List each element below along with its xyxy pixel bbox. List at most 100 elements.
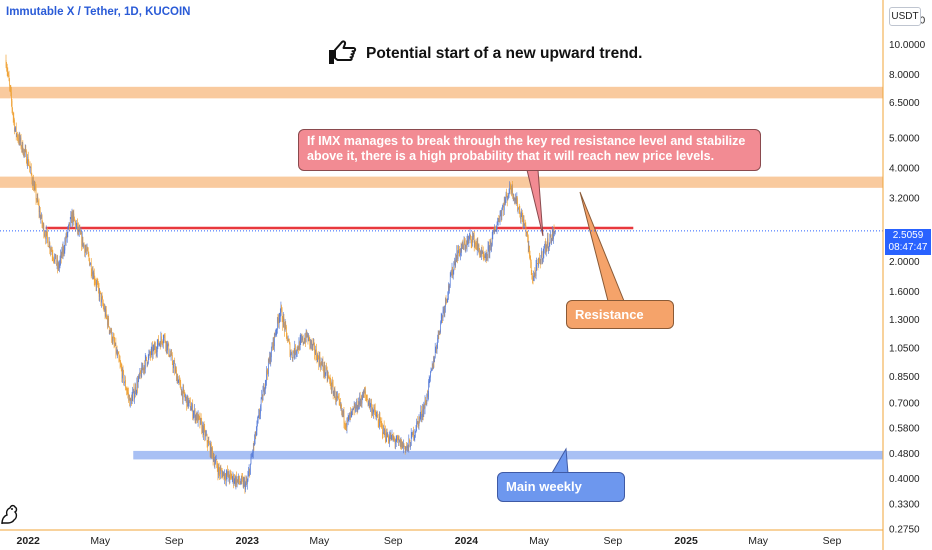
candle-body [312, 344, 314, 347]
candle-body [508, 195, 509, 197]
candle-body [290, 353, 291, 356]
candle-body [131, 396, 133, 404]
candle-body [31, 167, 32, 174]
candle-body [44, 234, 46, 236]
candle-body [344, 423, 346, 427]
candle-body [501, 212, 502, 217]
candle-body [74, 220, 76, 223]
candle-body [374, 409, 376, 414]
candle-body [256, 430, 257, 436]
candle-body [502, 205, 504, 208]
candle-body [463, 241, 465, 250]
candle-body [228, 471, 230, 478]
candle-body [239, 482, 241, 484]
candle-body [147, 363, 149, 365]
candle-body [537, 263, 539, 266]
candle-body [208, 441, 209, 446]
candle-body [136, 381, 138, 392]
candle-body [550, 234, 551, 238]
candle-body [325, 367, 327, 374]
candle-body [253, 444, 255, 446]
candle-body [200, 418, 202, 421]
candle-body [336, 394, 338, 398]
weekly-support-zone [133, 450, 883, 460]
candle-body [462, 242, 464, 246]
candle-body [303, 342, 305, 343]
candle-body [229, 477, 230, 480]
candle-body [404, 446, 405, 447]
price-tick-label: 1.0500 [889, 344, 920, 355]
candles [5, 54, 556, 494]
candle-body [216, 459, 218, 466]
candle-body [109, 330, 111, 332]
candle-body [260, 398, 262, 407]
time-tick-label: May [529, 535, 550, 547]
candle-body [120, 363, 122, 366]
candle-body [62, 247, 64, 255]
candle-body [466, 245, 467, 247]
price-tick-label: 0.7000 [889, 398, 920, 409]
candle-body [94, 280, 96, 282]
price-tick-label: 0.3300 [889, 500, 920, 511]
candle-body [41, 215, 42, 218]
candle-body [141, 365, 143, 378]
candle-body [80, 230, 81, 235]
candle-body [49, 242, 51, 250]
candle-body [93, 273, 95, 279]
candle-body [13, 116, 15, 120]
candle-body [316, 349, 317, 359]
candle-body [477, 242, 478, 250]
candle-body [217, 468, 219, 475]
candle-body [196, 415, 197, 420]
candle-body [460, 248, 461, 256]
candle-body [543, 247, 545, 254]
candle-body [307, 335, 308, 337]
candle-body [446, 298, 448, 301]
candle-body [355, 406, 356, 412]
candle-body [40, 217, 42, 219]
candle-body [206, 434, 207, 436]
candle-body [299, 339, 301, 350]
candle-body [215, 459, 216, 463]
candle-body [526, 232, 527, 234]
candle-body [84, 246, 86, 253]
candle-body [284, 323, 286, 331]
candle-body [328, 376, 330, 378]
candle-body [241, 476, 243, 479]
candle-body [164, 335, 166, 342]
candle-body [380, 422, 382, 424]
candle-body [460, 248, 462, 252]
currency-selector[interactable]: USDT [889, 7, 921, 26]
candle-body [60, 254, 62, 260]
candle-body [482, 250, 484, 254]
candle-body [487, 246, 489, 259]
candle-body [250, 457, 252, 464]
candle-body [107, 317, 108, 326]
pointing-hand-icon [329, 40, 357, 64]
candle-body [235, 477, 236, 485]
candle-body [481, 249, 483, 254]
candle-body [23, 153, 24, 156]
candle-body [270, 357, 272, 363]
candle-body [165, 341, 167, 348]
candle-body [70, 215, 72, 219]
candle-body [554, 231, 556, 233]
price-tick-label: 5.0000 [889, 133, 920, 144]
candle-body [72, 212, 74, 223]
headline-text: Potential start of a new upward trend. [366, 45, 643, 62]
candle-body [524, 224, 526, 226]
candle-body [133, 389, 134, 393]
candle-body [67, 228, 69, 234]
candle-body [457, 252, 459, 259]
candle-body [439, 331, 440, 335]
candle-body [121, 365, 122, 369]
candle-body [117, 353, 119, 355]
candle-body [37, 197, 38, 201]
candle-body [509, 183, 511, 194]
candle-body [83, 243, 85, 247]
candle-body [276, 329, 278, 331]
candle-body [419, 417, 420, 419]
candle-body [130, 398, 132, 400]
candle-body [154, 345, 155, 350]
